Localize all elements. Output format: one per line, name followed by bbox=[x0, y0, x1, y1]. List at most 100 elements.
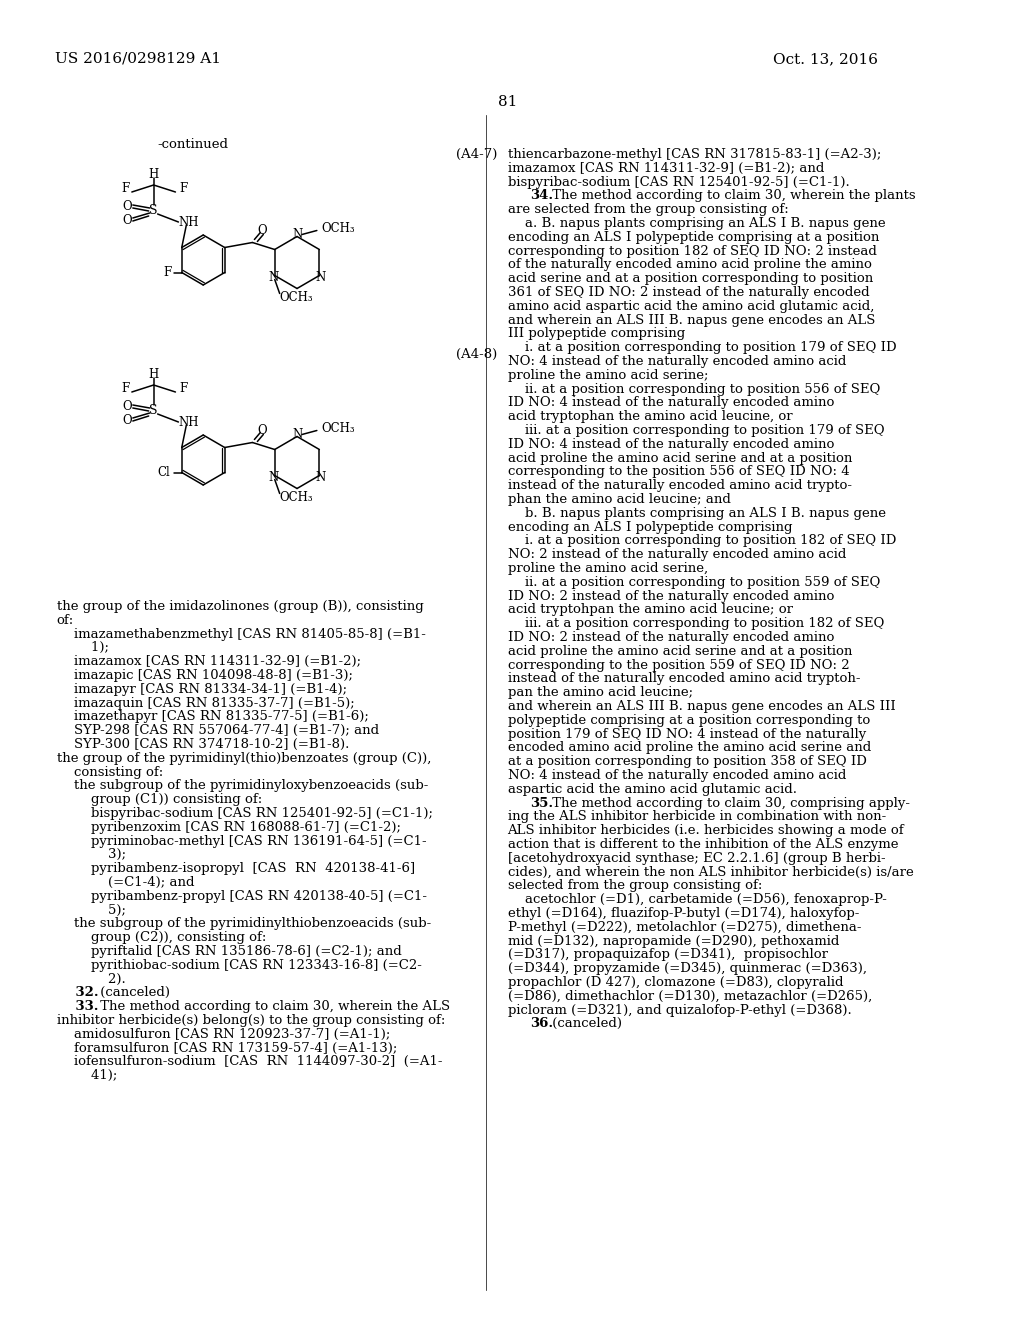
Text: [acetohydroxyacid synthase; EC 2.2.1.6] (group B herbi-: [acetohydroxyacid synthase; EC 2.2.1.6] … bbox=[508, 851, 885, 865]
Text: 1);: 1); bbox=[56, 642, 109, 655]
Text: cides), and wherein the non ALS inhibitor herbicide(s) is/are: cides), and wherein the non ALS inhibito… bbox=[508, 866, 913, 879]
Text: NH: NH bbox=[178, 215, 199, 228]
Text: 36.: 36. bbox=[530, 1018, 554, 1031]
Text: thiencarbazone-methyl [CAS RN 317815-83-1] (=A2-3);: thiencarbazone-methyl [CAS RN 317815-83-… bbox=[508, 148, 881, 161]
Text: O: O bbox=[122, 400, 132, 412]
Text: The method according to claim 30, wherein the ALS: The method according to claim 30, wherei… bbox=[95, 1001, 450, 1014]
Text: iii. at a position corresponding to position 182 of SEQ: iii. at a position corresponding to posi… bbox=[508, 618, 884, 630]
Text: amino acid aspartic acid the amino acid glutamic acid,: amino acid aspartic acid the amino acid … bbox=[508, 300, 873, 313]
Text: N: N bbox=[315, 471, 326, 484]
Text: propachlor (D 427), clomazone (=D83), clopyralid: propachlor (D 427), clomazone (=D83), cl… bbox=[508, 975, 843, 989]
Text: encoding an ALS I polypeptide comprising: encoding an ALS I polypeptide comprising bbox=[508, 520, 792, 533]
Text: (=D86), dimethachlor (=D130), metazachlor (=D265),: (=D86), dimethachlor (=D130), metazachlo… bbox=[508, 990, 871, 1003]
Text: F: F bbox=[122, 381, 130, 395]
Text: iofensulfuron-sodium  [CAS  RN  1144097-30-2]  (=A1-: iofensulfuron-sodium [CAS RN 1144097-30-… bbox=[56, 1056, 442, 1068]
Text: 81: 81 bbox=[498, 95, 517, 110]
Text: acid proline the amino acid serine and at a position: acid proline the amino acid serine and a… bbox=[508, 451, 852, 465]
Text: NO: 4 instead of the naturally encoded amino acid: NO: 4 instead of the naturally encoded a… bbox=[508, 355, 846, 368]
Text: F: F bbox=[164, 267, 172, 279]
Text: ID NO: 4 instead of the naturally encoded amino: ID NO: 4 instead of the naturally encode… bbox=[508, 396, 834, 409]
Text: 41);: 41); bbox=[56, 1069, 117, 1082]
Text: (=C1-4); and: (=C1-4); and bbox=[56, 876, 194, 888]
Text: N: N bbox=[293, 428, 303, 441]
Text: SYP-298 [CAS RN 557064-77-4] (=B1-7); and: SYP-298 [CAS RN 557064-77-4] (=B1-7); an… bbox=[56, 725, 379, 737]
Text: O: O bbox=[122, 199, 132, 213]
Text: The method according to claim 30, wherein the plants: The method according to claim 30, wherei… bbox=[548, 189, 915, 202]
Text: b. B. napus plants comprising an ALS I B. napus gene: b. B. napus plants comprising an ALS I B… bbox=[508, 507, 886, 520]
Text: mid (=D132), napropamide (=D290), pethoxamid: mid (=D132), napropamide (=D290), pethox… bbox=[508, 935, 839, 948]
Text: imazaquin [CAS RN 81335-37-7] (=B1-5);: imazaquin [CAS RN 81335-37-7] (=B1-5); bbox=[56, 697, 354, 710]
Text: Oct. 13, 2016: Oct. 13, 2016 bbox=[773, 51, 879, 66]
Text: ALS inhibitor herbicides (i.e. herbicides showing a mode of: ALS inhibitor herbicides (i.e. herbicide… bbox=[508, 824, 904, 837]
Text: ii. at a position corresponding to position 559 of SEQ: ii. at a position corresponding to posit… bbox=[508, 576, 880, 589]
Text: acetochlor (=D1), carbetamide (=D56), fenoxaprop-P-: acetochlor (=D1), carbetamide (=D56), fe… bbox=[508, 894, 887, 907]
Text: phan the amino acid leucine; and: phan the amino acid leucine; and bbox=[508, 492, 730, 506]
Text: N: N bbox=[293, 228, 303, 242]
Text: the subgroup of the pyrimidinylthiobenzoeacids (sub-: the subgroup of the pyrimidinylthiobenzo… bbox=[56, 917, 431, 931]
Text: imazethapyr [CAS RN 81335-77-5] (=B1-6);: imazethapyr [CAS RN 81335-77-5] (=B1-6); bbox=[56, 710, 369, 723]
Text: O: O bbox=[257, 224, 267, 238]
Text: instead of the naturally encoded amino acid trypto-: instead of the naturally encoded amino a… bbox=[508, 479, 852, 492]
Text: instead of the naturally encoded amino acid tryptoh-: instead of the naturally encoded amino a… bbox=[508, 672, 860, 685]
Text: 3);: 3); bbox=[56, 849, 126, 862]
Text: F: F bbox=[179, 381, 187, 395]
Text: Cl: Cl bbox=[158, 466, 170, 479]
Text: P-methyl (=D222), metolachlor (=D275), dimethena-: P-methyl (=D222), metolachlor (=D275), d… bbox=[508, 921, 861, 933]
Text: NO: 2 instead of the naturally encoded amino acid: NO: 2 instead of the naturally encoded a… bbox=[508, 548, 846, 561]
Text: -continued: -continued bbox=[158, 139, 228, 150]
Text: proline the amino acid serine,: proline the amino acid serine, bbox=[508, 562, 708, 576]
Text: H: H bbox=[148, 169, 159, 181]
Text: US 2016/0298129 A1: US 2016/0298129 A1 bbox=[54, 51, 220, 66]
Text: of the naturally encoded amino acid proline the amino: of the naturally encoded amino acid prol… bbox=[508, 259, 871, 272]
Text: OCH₃: OCH₃ bbox=[280, 290, 313, 304]
Text: acid tryptophan the amino acid leucine, or: acid tryptophan the amino acid leucine, … bbox=[508, 411, 793, 424]
Text: and wherein an ALS III B. napus gene encodes an ALS: and wherein an ALS III B. napus gene enc… bbox=[508, 314, 874, 326]
Text: the group of the imidazolinones (group (B)), consisting: the group of the imidazolinones (group (… bbox=[56, 601, 423, 612]
Text: F: F bbox=[179, 181, 187, 194]
Text: ii. at a position corresponding to position 556 of SEQ: ii. at a position corresponding to posit… bbox=[508, 383, 880, 396]
Text: ID NO: 2 instead of the naturally encoded amino: ID NO: 2 instead of the naturally encode… bbox=[508, 590, 834, 603]
Text: at a position corresponding to position 358 of SEQ ID: at a position corresponding to position … bbox=[508, 755, 866, 768]
Text: imazapyr [CAS RN 81334-34-1] (=B1-4);: imazapyr [CAS RN 81334-34-1] (=B1-4); bbox=[56, 682, 347, 696]
Text: and wherein an ALS III B. napus gene encodes an ALS III: and wherein an ALS III B. napus gene enc… bbox=[508, 700, 895, 713]
Text: encoded amino acid proline the amino acid serine and: encoded amino acid proline the amino aci… bbox=[508, 742, 870, 755]
Text: of:: of: bbox=[56, 614, 74, 627]
Text: inhibitor herbicide(s) belong(s) to the group consisting of:: inhibitor herbicide(s) belong(s) to the … bbox=[56, 1014, 444, 1027]
Text: ID NO: 4 instead of the naturally encoded amino: ID NO: 4 instead of the naturally encode… bbox=[508, 438, 834, 451]
Text: aspartic acid the amino acid glutamic acid.: aspartic acid the amino acid glutamic ac… bbox=[508, 783, 797, 796]
Text: imazamethabenzmethyl [CAS RN 81405-85-8] (=B1-: imazamethabenzmethyl [CAS RN 81405-85-8]… bbox=[56, 627, 425, 640]
Text: i. at a position corresponding to position 179 of SEQ ID: i. at a position corresponding to positi… bbox=[508, 341, 896, 354]
Text: proline the amino acid serine;: proline the amino acid serine; bbox=[508, 368, 708, 381]
Text: amidosulfuron [CAS RN 120923-37-7] (=A1-1);: amidosulfuron [CAS RN 120923-37-7] (=A1-… bbox=[56, 1028, 390, 1040]
Text: iii. at a position corresponding to position 179 of SEQ: iii. at a position corresponding to posi… bbox=[508, 424, 884, 437]
Text: acid serine and at a position corresponding to position: acid serine and at a position correspond… bbox=[508, 272, 872, 285]
Text: imazamox [CAS RN 114311-32-9] (=B1-2); and: imazamox [CAS RN 114311-32-9] (=B1-2); a… bbox=[508, 162, 824, 174]
Text: OCH₃: OCH₃ bbox=[280, 491, 313, 504]
Text: H: H bbox=[148, 368, 159, 381]
Text: OCH₃: OCH₃ bbox=[322, 422, 355, 436]
Text: imazamox [CAS RN 114311-32-9] (=B1-2);: imazamox [CAS RN 114311-32-9] (=B1-2); bbox=[56, 655, 360, 668]
Text: SYP-300 [CAS RN 374718-10-2] (=B1-8).: SYP-300 [CAS RN 374718-10-2] (=B1-8). bbox=[56, 738, 349, 751]
Text: acid proline the amino acid serine and at a position: acid proline the amino acid serine and a… bbox=[508, 644, 852, 657]
Text: action that is different to the inhibition of the ALS enzyme: action that is different to the inhibiti… bbox=[508, 838, 898, 851]
Text: polypeptide comprising at a position corresponding to: polypeptide comprising at a position cor… bbox=[508, 714, 869, 727]
Text: F: F bbox=[122, 181, 130, 194]
Text: N: N bbox=[268, 271, 279, 284]
Text: (=D317), propaquizafop (=D341),  propisochlor: (=D317), propaquizafop (=D341), propisoc… bbox=[508, 948, 827, 961]
Text: 361 of SEQ ID NO: 2 instead of the naturally encoded: 361 of SEQ ID NO: 2 instead of the natur… bbox=[508, 286, 869, 300]
Text: (canceled): (canceled) bbox=[548, 1018, 622, 1031]
Text: group (C1)) consisting of:: group (C1)) consisting of: bbox=[56, 793, 262, 807]
Text: (canceled): (canceled) bbox=[95, 986, 170, 999]
Text: corresponding to the position 559 of SEQ ID NO: 2: corresponding to the position 559 of SEQ… bbox=[508, 659, 849, 672]
Text: foramsulfuron [CAS RN 173159-57-4] (=A1-13);: foramsulfuron [CAS RN 173159-57-4] (=A1-… bbox=[56, 1041, 397, 1055]
Text: pyrithiobac-sodium [CAS RN 123343-16-8] (=C2-: pyrithiobac-sodium [CAS RN 123343-16-8] … bbox=[56, 958, 422, 972]
Text: acid tryptohpan the amino acid leucine; or: acid tryptohpan the amino acid leucine; … bbox=[508, 603, 793, 616]
Text: pyribenzoxim [CAS RN 168088-61-7] (=C1-2);: pyribenzoxim [CAS RN 168088-61-7] (=C1-2… bbox=[56, 821, 400, 834]
Text: pyribambenz-isopropyl  [CAS  RN  420138-41-6]: pyribambenz-isopropyl [CAS RN 420138-41-… bbox=[56, 862, 415, 875]
Text: corresponding to position 182 of SEQ ID NO: 2 instead: corresponding to position 182 of SEQ ID … bbox=[508, 244, 877, 257]
Text: 35.: 35. bbox=[530, 796, 554, 809]
Text: N: N bbox=[268, 471, 279, 484]
Text: O: O bbox=[122, 413, 132, 426]
Text: The method according to claim 30, comprising apply-: The method according to claim 30, compri… bbox=[548, 796, 909, 809]
Text: ing the ALS inhibitor herbicide in combination with non-: ing the ALS inhibitor herbicide in combi… bbox=[508, 810, 886, 824]
